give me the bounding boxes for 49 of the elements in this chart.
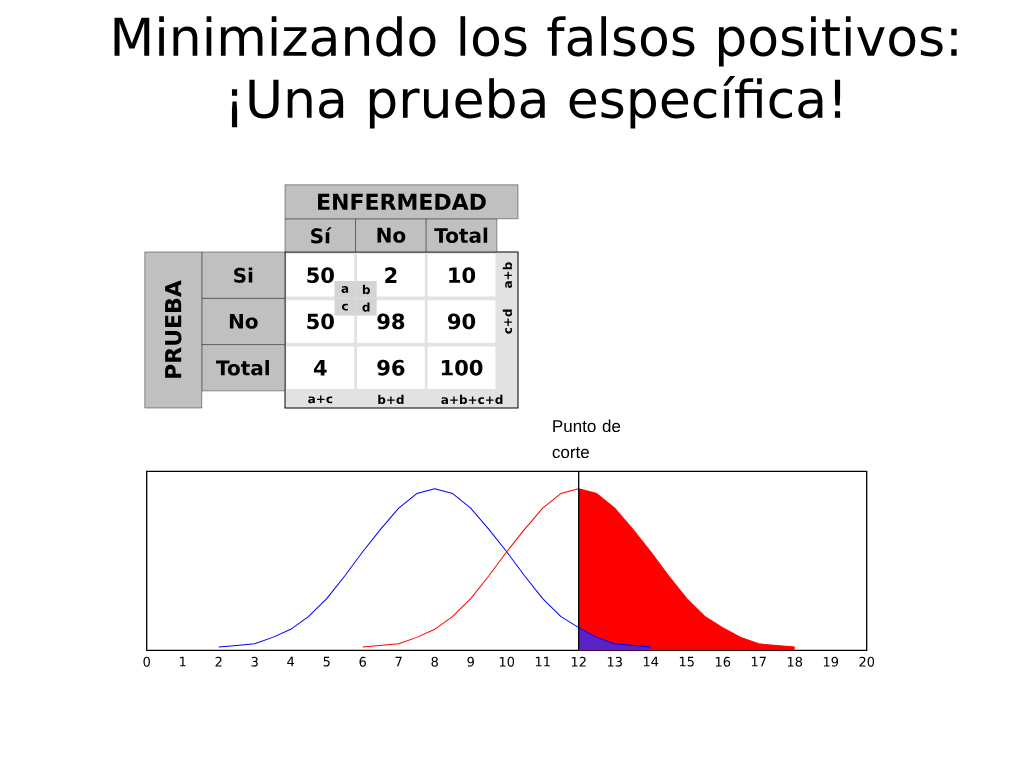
x-tick-label: 0 xyxy=(143,656,150,667)
annotation: c+d xyxy=(502,309,513,334)
x-tick-label: 7 xyxy=(395,656,402,667)
x-tick-label: No xyxy=(377,227,406,243)
annotation: d xyxy=(362,302,370,312)
x-tick-label: 1 xyxy=(180,656,186,667)
annotation: a+c xyxy=(308,395,333,404)
x-tick-label: 4 xyxy=(287,656,295,667)
y-tick-label: Si xyxy=(234,267,253,283)
x-tick-label: 11 xyxy=(535,656,550,667)
data-label: 50 xyxy=(307,267,334,284)
x-tick-label: 6 xyxy=(359,656,367,667)
x-tick-label: 8 xyxy=(431,656,438,667)
data-label: 90 xyxy=(447,313,476,330)
data-label: 50 xyxy=(307,313,334,330)
x-tick-label: 16 xyxy=(715,656,731,667)
annotation: b xyxy=(362,284,370,295)
data-label: 98 xyxy=(377,313,405,330)
y-tick-label: No xyxy=(229,314,258,329)
annotation: a xyxy=(341,286,349,293)
x-tick-label: 3 xyxy=(251,656,258,667)
x-tick-label: 13 xyxy=(607,656,622,667)
annotation: b+d xyxy=(378,394,404,405)
x-tick-label: 20 xyxy=(859,656,875,667)
x-tick-label: Total xyxy=(434,227,488,244)
annotation: c xyxy=(341,303,348,311)
x-tick-label: Sí xyxy=(311,227,332,244)
x-tick-label: 2 xyxy=(215,656,222,667)
ref-line-label: Punto de corte xyxy=(552,419,621,459)
x-tick-label: 18 xyxy=(787,656,803,667)
y-tick-label: Total xyxy=(216,359,269,376)
data-label: 96 xyxy=(377,359,405,376)
x-tick-label: 14 xyxy=(643,656,659,667)
x-tick-label: 5 xyxy=(323,656,330,667)
x-tick-label: 17 xyxy=(751,656,766,667)
x-tick-label: 10 xyxy=(499,656,515,667)
x-tick-label: 12 xyxy=(571,656,586,667)
x-tick-label: 15 xyxy=(679,656,694,667)
data-label: 4 xyxy=(313,360,327,376)
annotation: a+b+c+d xyxy=(441,394,503,405)
annotation: a+b xyxy=(502,262,513,288)
data-label: 10 xyxy=(449,267,476,284)
chart-title: Minimizando los falsos positivos: ¡Una prueba específica! xyxy=(114,16,957,129)
data-label: 100 xyxy=(441,359,483,376)
y-axis-title: PRUEBA xyxy=(165,280,182,378)
x-axis-title: ENFERMEDAD xyxy=(318,193,486,210)
x-tick-label: 9 xyxy=(467,656,474,667)
data-label: 2 xyxy=(385,267,397,283)
x-tick-label: 19 xyxy=(823,656,839,667)
